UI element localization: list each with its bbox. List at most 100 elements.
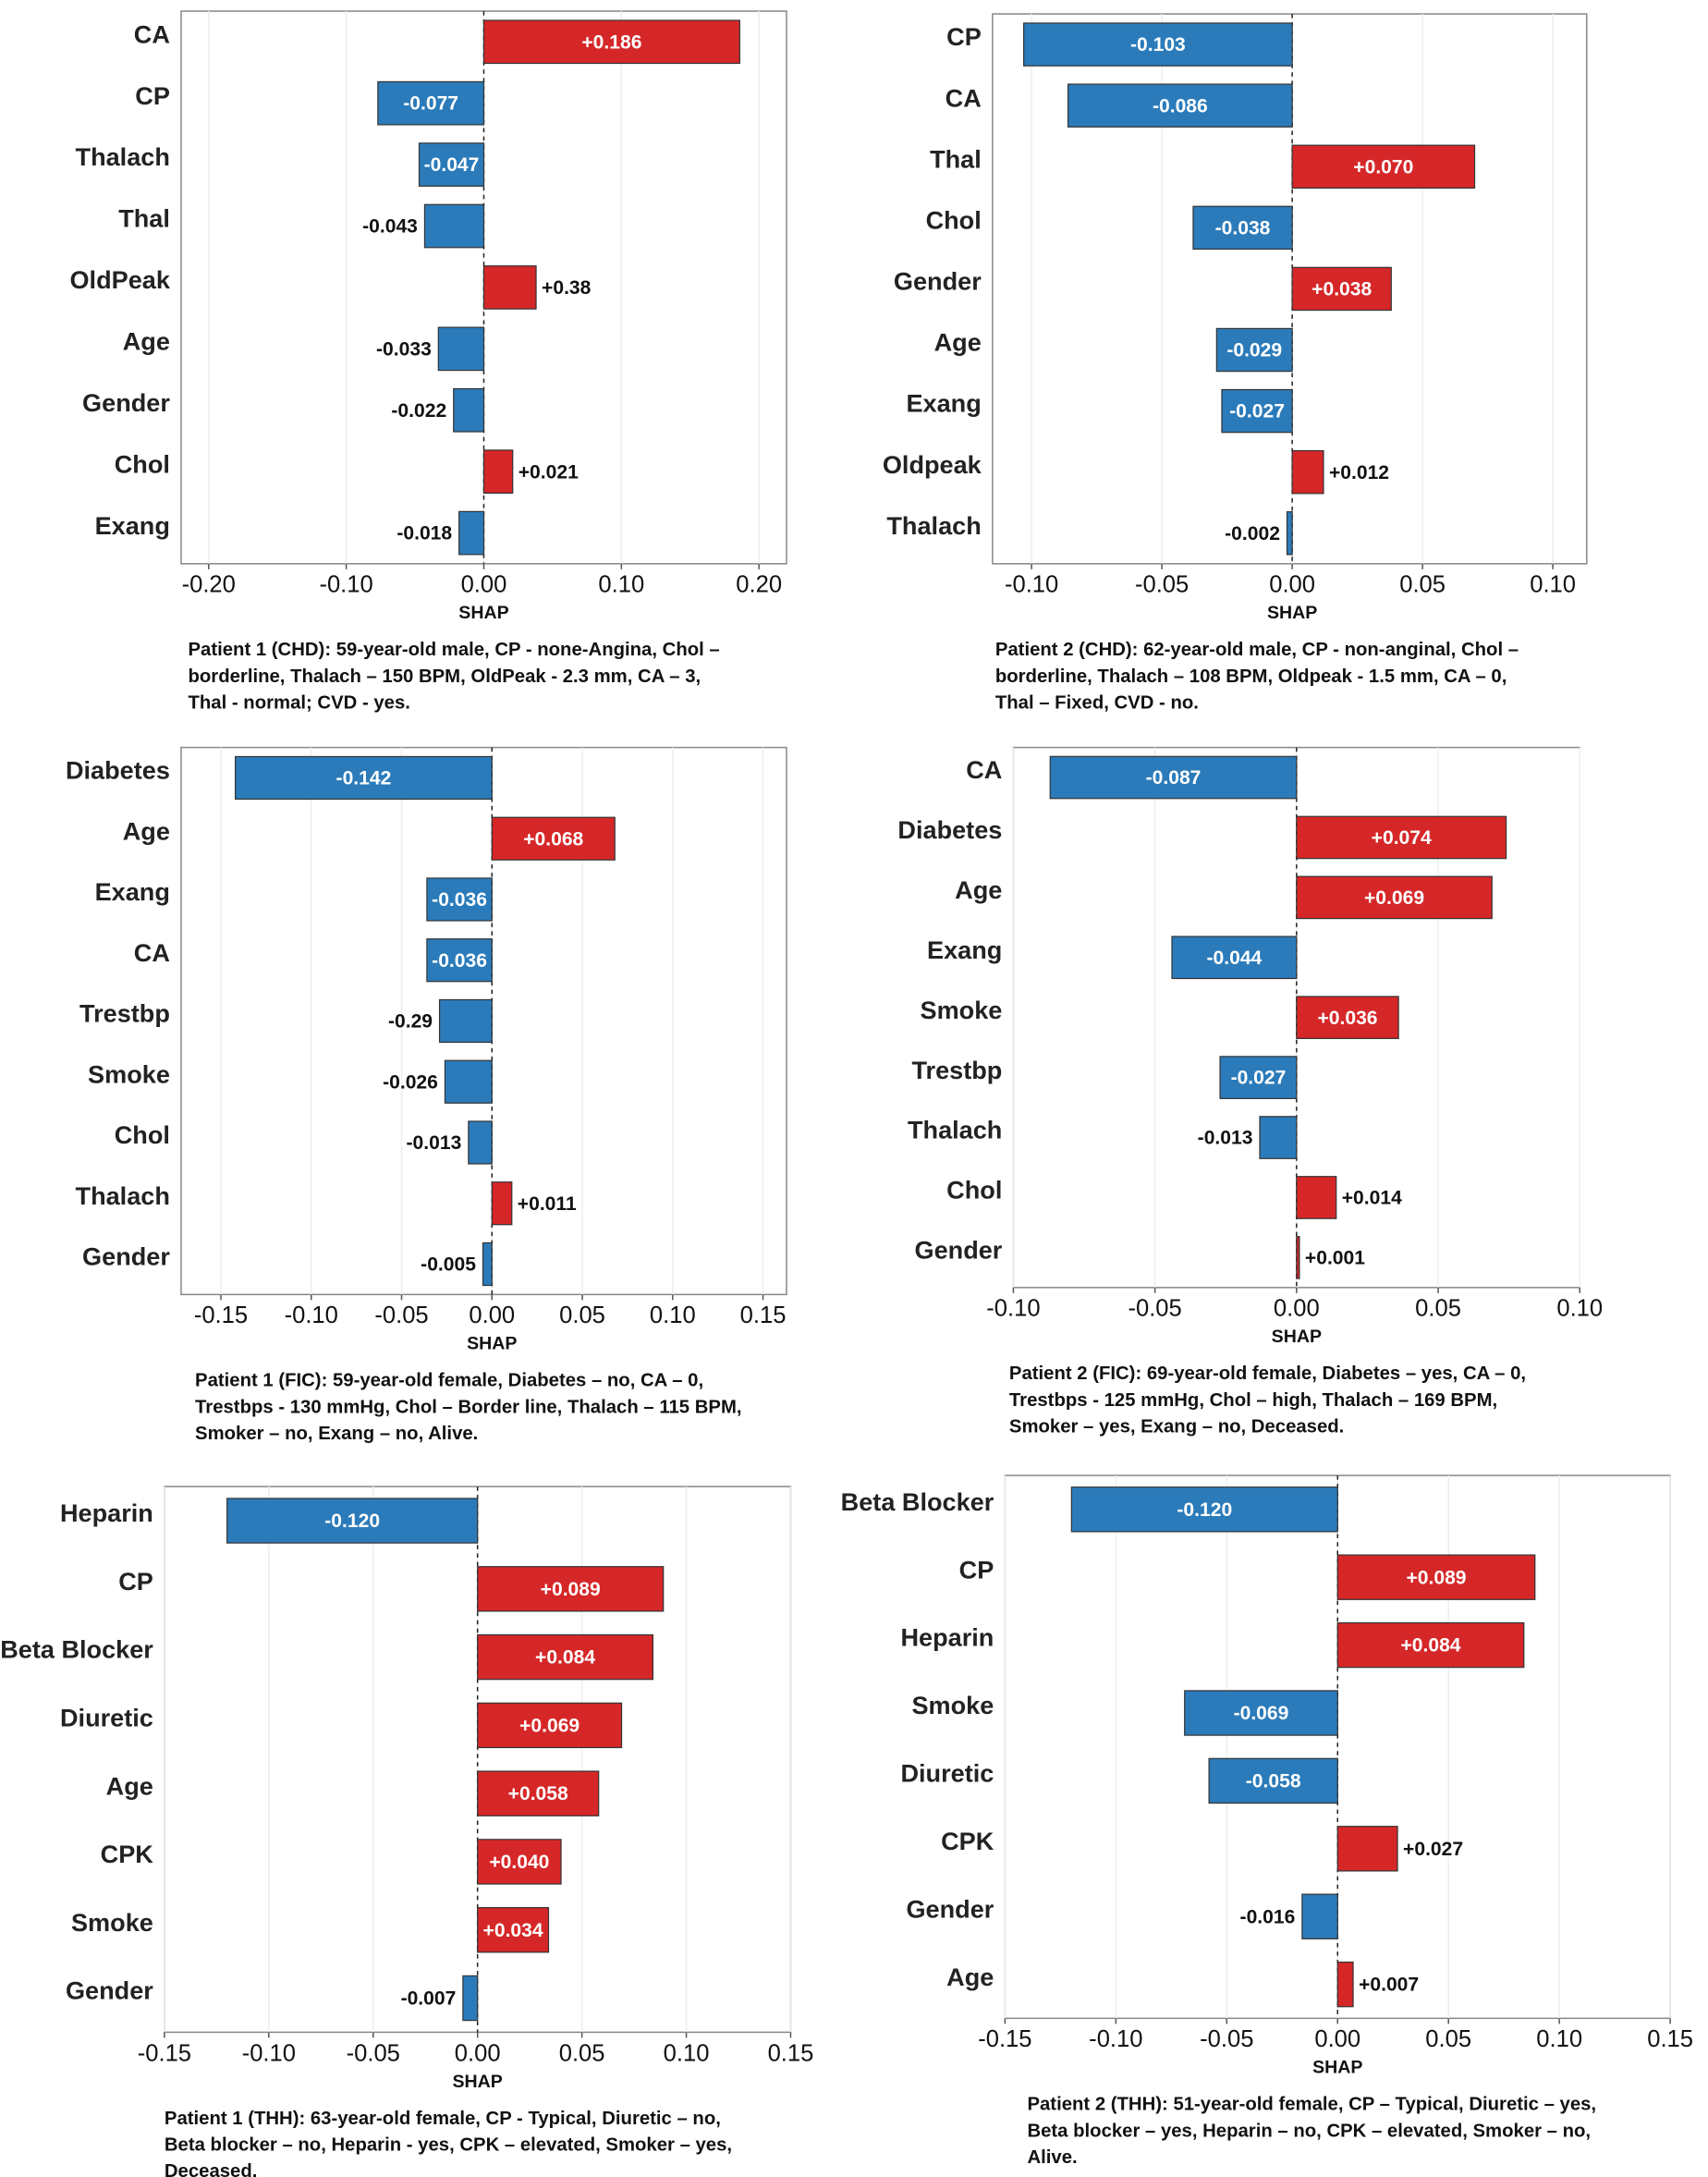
category-label: Heparin (900, 1623, 994, 1652)
value-label: +0.38 (542, 277, 592, 299)
x-tick-label: 0.10 (1530, 572, 1576, 598)
bar (477, 1633, 654, 1681)
x-tick-label: 0.10 (1536, 2026, 1582, 2052)
bar (426, 938, 493, 983)
value-label: +0.089 (541, 1579, 601, 1600)
caption-line: borderline, Thalach – 150 BPM, OldPeak -… (188, 667, 701, 687)
category-label: Exang (927, 936, 1002, 964)
value-label: +0.068 (523, 828, 583, 850)
value-label: -0.018 (396, 523, 452, 544)
x-tick-label: 0.10 (1556, 1296, 1603, 1322)
bar (1336, 1961, 1354, 2008)
value-label: +0.036 (1317, 1008, 1377, 1029)
x-axis-label: SHAP (467, 1334, 517, 1354)
bar (235, 755, 493, 801)
x-tick-label: -0.10 (1005, 572, 1058, 598)
bar (1296, 1176, 1337, 1219)
value-label: +0.012 (1329, 462, 1389, 483)
value-label: +0.021 (518, 461, 579, 483)
x-tick-label: 0.00 (1314, 2026, 1360, 2052)
category-label: Gender (894, 267, 982, 296)
category-label: Age (123, 326, 170, 355)
x-tick-label: -0.10 (242, 2040, 296, 2066)
bar (482, 1241, 493, 1287)
category-label: Thalach (76, 142, 170, 171)
bar (1296, 1236, 1300, 1279)
x-tick-label: 0.10 (650, 1303, 696, 1328)
bar (477, 1770, 600, 1816)
chart: -0.15 -0.10 -0.05 0.00 0.05 0.10 0.15 SHAP Hepar… (0, 1486, 813, 2177)
chart: -0.10 -0.05 0.00 0.05 0.10 SHAP CP -0.103 CA -0.0… (883, 13, 1588, 713)
bar (477, 1702, 623, 1749)
category-label: CP (946, 22, 982, 51)
value-label: -0.002 (1225, 523, 1280, 544)
x-tick-label: 0.10 (664, 2040, 710, 2066)
bar (482, 449, 514, 495)
caption-line: Deceased. (165, 2161, 258, 2177)
bar (491, 1181, 513, 1226)
value-label: +0.069 (519, 1715, 580, 1736)
category-label: Age (955, 875, 1002, 904)
category-label: CPK (941, 1827, 994, 1855)
value-label: +0.058 (508, 1783, 568, 1804)
x-tick-label: -0.05 (1135, 572, 1189, 598)
x-axis-label: SHAP (453, 2072, 503, 2092)
x-tick-label: 0.00 (1274, 1296, 1320, 1322)
value-label: -0.038 (1215, 217, 1271, 238)
value-label: +0.084 (1400, 1635, 1460, 1657)
caption-line: Trestbps - 130 mmHg, Chol – Border line,… (195, 1397, 741, 1417)
value-label: -0.047 (424, 154, 480, 176)
category-label: Smoke (911, 1691, 994, 1719)
x-tick-label: 0.05 (1425, 2026, 1471, 2052)
value-label: -0.29 (388, 1011, 433, 1033)
x-tick-label: -0.10 (319, 572, 372, 598)
x-tick-label: -0.15 (138, 2040, 191, 2066)
bar (426, 877, 493, 922)
value-label: -0.044 (1207, 948, 1263, 969)
category-label: Chol (946, 1176, 1002, 1205)
bar (1219, 1056, 1298, 1099)
category-label: Exang (95, 877, 170, 906)
value-label: -0.016 (1240, 1906, 1296, 1927)
x-tick-label: -0.20 (182, 572, 236, 598)
value-label: -0.026 (383, 1071, 438, 1093)
bar (1291, 449, 1324, 495)
caption-line: Thal – Fixed, CVD - no. (995, 692, 1199, 713)
category-label: Age (934, 328, 982, 357)
category-label: Gender (82, 1242, 170, 1271)
x-tick-label: -0.15 (194, 1303, 248, 1328)
caption-line: Patient 2 (THH): 51-year-old female, CP … (1027, 2095, 1596, 2115)
chart: -0.20 -0.10 0.00 0.10 0.20 SHAP CA +0.186 CP -0.0… (69, 10, 787, 713)
value-label: -0.013 (1198, 1128, 1253, 1149)
category-label: CA (134, 938, 170, 967)
bar (1215, 327, 1293, 373)
caption-line: borderline, Thalach – 108 BPM, Oldpeak -… (995, 667, 1507, 687)
value-label: -0.120 (324, 1510, 380, 1532)
caption-line: Beta blocker – no, Heparin - yes, CPK – … (165, 2134, 732, 2155)
bar (462, 1975, 479, 2022)
value-label: -0.103 (1130, 34, 1186, 55)
x-axis-label: SHAP (1272, 1327, 1322, 1347)
category-label: Chol (115, 1120, 170, 1149)
value-label: +0.034 (483, 1920, 543, 1941)
x-tick-label: 0.15 (1647, 2026, 1693, 2052)
category-label: Exang (906, 389, 981, 418)
bar (1336, 1621, 1525, 1669)
bar (477, 1907, 550, 1953)
x-tick-label: -0.05 (347, 2040, 400, 2066)
bar (477, 1566, 665, 1612)
value-label: -0.058 (1246, 1770, 1301, 1792)
category-label: Chol (115, 449, 170, 478)
category-label: Smoke (71, 1908, 153, 1937)
x-tick-label: 0.05 (1399, 572, 1446, 598)
caption-line: Smoker – no, Exang – no, Alive. (195, 1424, 478, 1444)
bar (491, 816, 616, 861)
category-label: Smoke (921, 996, 1003, 1024)
value-label: -0.043 (362, 216, 418, 238)
value-label: +0.069 (1364, 887, 1424, 909)
bar (1296, 875, 1493, 920)
bar (423, 203, 485, 249)
category-label: Thalach (76, 1181, 170, 1210)
